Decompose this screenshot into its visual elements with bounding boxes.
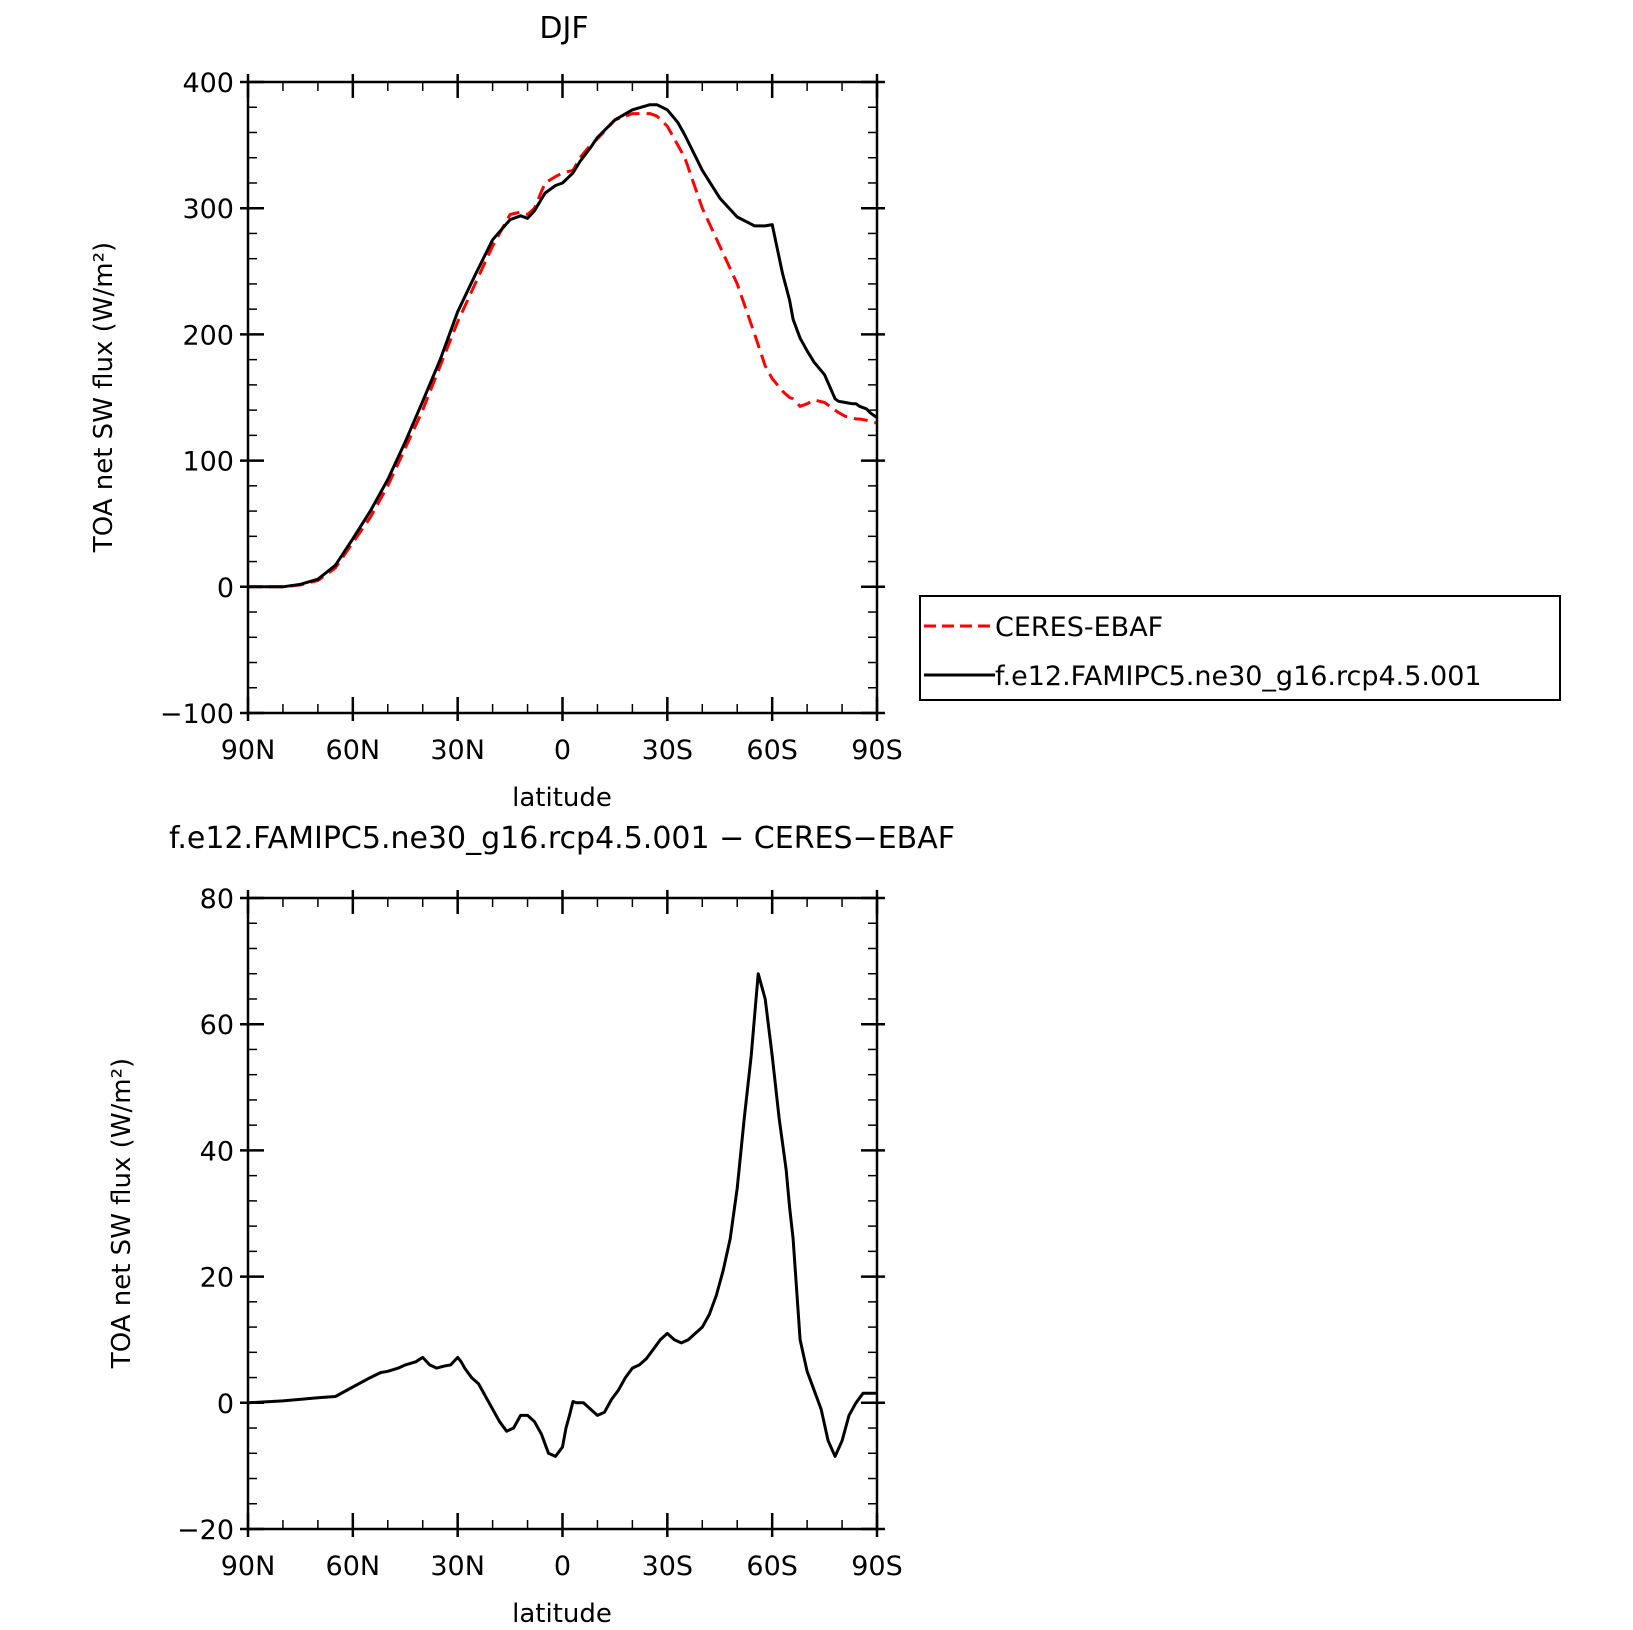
bottom-x-tick-label: 90S [851, 1551, 903, 1582]
bottom-chart-series [247, 972, 877, 1458]
bottom-series-line-difference [247, 972, 877, 1458]
top-x-axis-title: latitude [512, 783, 612, 813]
top-panel: DJF 90N 60N 30N 0 30S 60S 90S −100 0 100 200 300 40… [89, 11, 903, 813]
bottom-y-tick-labels: −20 0 20 40 60 80 [177, 884, 234, 1546]
bottom-y-tick-label: 40 [200, 1136, 234, 1167]
top-x-tick-labels: 90N 60N 30N 0 30S 60S 90S [221, 735, 903, 766]
top-series-line-ceres-ebaf [248, 112, 877, 589]
top-x-tick-label: 30S [642, 735, 694, 766]
bottom-y-axis-title: TOA net SW flux (W/m²) [107, 1058, 137, 1369]
bottom-chart-title: f.e12.FAMIPC5.ne30_g16.rcp4.5.001 − CERE… [169, 821, 955, 856]
top-x-tick-label: 60N [326, 735, 381, 766]
legend-label-ceres: CERES-EBAF [995, 612, 1163, 643]
top-y-tick-label: 0 [217, 573, 234, 604]
bottom-x-tick-label: 90N [221, 1551, 276, 1582]
top-x-tick-label: 0 [554, 735, 571, 766]
bottom-x-tick-labels: 90N 60N 30N 0 30S 60S 90S [221, 1551, 903, 1582]
bottom-chart-ticks [240, 890, 885, 1537]
bottom-y-tick-label: 20 [200, 1263, 234, 1294]
bottom-x-tick-label: 30S [642, 1551, 694, 1582]
legend: CERES-EBAF f.e12.FAMIPC5.ne30_g16.rcp4.5… [919, 595, 1561, 701]
top-y-tick-label: 400 [182, 68, 234, 99]
bottom-y-tick-label: 0 [217, 1389, 234, 1420]
legend-label-model: f.e12.FAMIPC5.ne30_g16.rcp4.5.001 [995, 661, 1482, 692]
top-plot-frame [246, 80, 879, 715]
top-y-tick-label: 100 [182, 447, 234, 478]
top-y-axis-title: TOA net SW flux (W/m²) [89, 242, 119, 553]
bottom-panel: f.e12.FAMIPC5.ne30_g16.rcp4.5.001 − CERE… [107, 821, 955, 1629]
bottom-y-tick-label: 80 [200, 884, 234, 915]
top-chart-series [248, 103, 878, 589]
bottom-x-axis-title: latitude [512, 1599, 612, 1629]
top-y-tick-label: 300 [182, 194, 234, 225]
bottom-x-tick-label: 60N [326, 1551, 381, 1582]
top-series-line-f-e12-famipc5-ne30-g16-rcp4-5-001 [248, 103, 878, 589]
bottom-y-tick-label: 60 [200, 1010, 234, 1041]
bottom-y-tick-label: −20 [177, 1515, 234, 1546]
top-x-tick-label: 90S [851, 735, 903, 766]
bottom-plot-frame [246, 896, 879, 1531]
bottom-x-tick-label: 60S [746, 1551, 798, 1582]
top-chart-title: DJF [539, 11, 588, 46]
top-y-tick-label: 200 [182, 320, 234, 351]
legend-box [919, 595, 1561, 701]
top-y-tick-label: −100 [160, 699, 234, 730]
top-x-tick-label: 30N [430, 735, 485, 766]
top-x-tick-label: 60S [746, 735, 798, 766]
top-y-tick-labels: −100 0 100 200 300 400 [160, 68, 234, 730]
bottom-x-tick-label: 30N [430, 1551, 485, 1582]
bottom-x-tick-label: 0 [554, 1551, 571, 1582]
top-x-tick-label: 90N [221, 735, 276, 766]
